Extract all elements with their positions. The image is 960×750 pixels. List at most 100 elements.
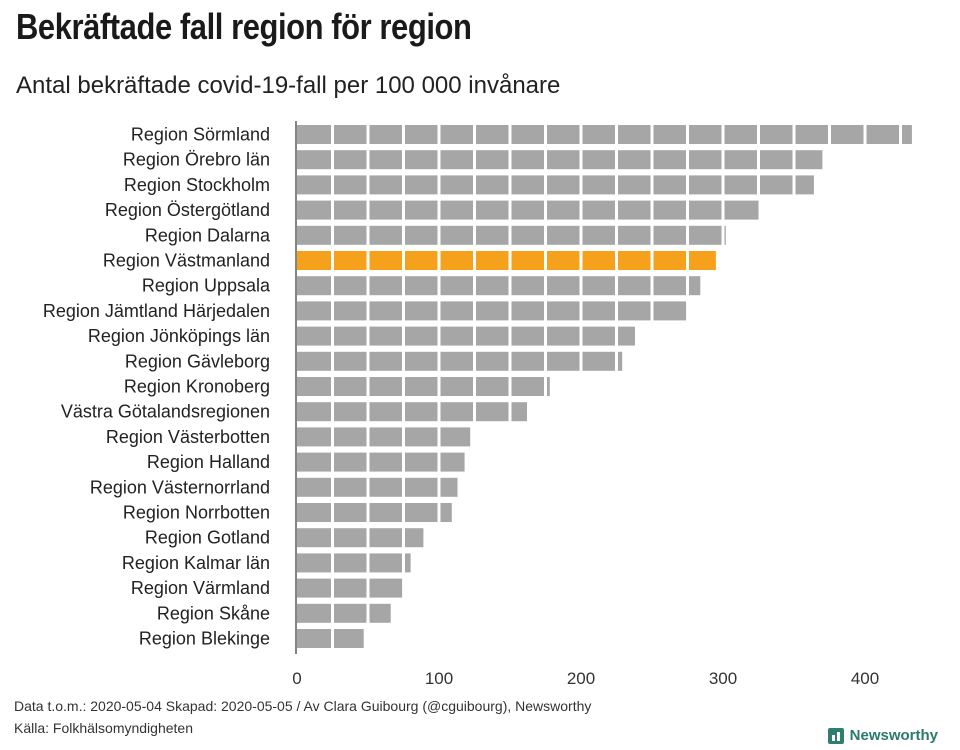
bar-segment: [689, 200, 722, 220]
bar-segment: [440, 402, 473, 422]
bar-segment: [369, 427, 402, 447]
bar-segment: [369, 503, 402, 522]
bar-segment: [369, 377, 402, 396]
category-label: Region Uppsala: [142, 276, 271, 296]
bar-segment: [547, 125, 580, 144]
bar-segment: [689, 150, 722, 170]
bar-segment: [511, 150, 544, 170]
x-tick-label: 100: [425, 669, 453, 688]
bar-segment: [405, 200, 438, 220]
bar-segment: [297, 402, 331, 422]
bar-segment: [547, 377, 550, 396]
bar-segment: [547, 150, 580, 170]
bar-20: [297, 629, 364, 648]
bar-segment: [297, 276, 331, 296]
bar-segment: [689, 225, 722, 245]
bar-segment: [653, 301, 687, 321]
bar-segment: [297, 200, 331, 220]
bar-segment: [476, 301, 509, 321]
bar-segment: [440, 377, 473, 396]
footer-source: Källa: Folkhälsomyndigheten: [14, 720, 193, 736]
bar-segment: [547, 200, 580, 220]
category-label: Region Västmanland: [103, 251, 270, 271]
bar-segment: [334, 477, 367, 497]
bar-segment: [440, 225, 473, 245]
bar-segment: [653, 225, 686, 245]
bar-segment: [653, 200, 686, 220]
bar-4: [297, 225, 726, 245]
bar-segment: [618, 175, 651, 195]
bar-segment: [369, 225, 402, 245]
category-label: Region Gotland: [145, 528, 270, 548]
bar-segment: [334, 351, 367, 371]
bar-segment: [334, 377, 367, 396]
newsworthy-logo[interactable]: Newsworthy: [827, 727, 938, 744]
x-tick-label: 400: [851, 669, 879, 688]
bar-segment: [795, 175, 814, 195]
bar-segment: [297, 553, 331, 573]
bar-segment: [369, 175, 402, 195]
bar-segment: [582, 276, 615, 296]
bar-16: [297, 528, 424, 548]
bar-segment: [618, 150, 651, 170]
category-label: Region Örebro län: [123, 150, 270, 170]
bar-11: [297, 402, 527, 422]
bar-segment: [297, 175, 331, 195]
bar-2: [297, 175, 814, 195]
bar-segment: [297, 452, 331, 472]
bar-segment: [369, 603, 391, 623]
category-label: Region Gävleborg: [125, 351, 270, 371]
bar-segment: [476, 251, 509, 270]
bar-segment: [405, 301, 438, 321]
category-label: Region Östergötland: [105, 200, 270, 220]
bar-segment: [653, 125, 686, 144]
bar-segment: [582, 225, 615, 245]
bar-segment: [582, 200, 615, 220]
footer-credits: Data t.o.m.: 2020-05-04 Skapad: 2020-05-…: [14, 698, 592, 714]
bar-segment: [795, 150, 823, 170]
bar-segment: [476, 225, 509, 245]
bar-18: [297, 578, 403, 598]
category-label: Region Skåne: [157, 603, 270, 623]
bar-segment: [582, 351, 615, 371]
bar-17: [297, 553, 411, 573]
bar-segment: [440, 301, 473, 321]
category-label: Region Kalmar län: [122, 553, 270, 573]
bar-segment: [689, 251, 716, 270]
bar-segment: [369, 301, 402, 321]
bar-segment: [440, 351, 473, 371]
bar-segment: [866, 125, 899, 144]
bar-segment: [511, 301, 544, 321]
bar-segment: [724, 200, 759, 220]
bar-segment: [297, 251, 331, 270]
bar-segment: [369, 452, 402, 472]
bar-segment: [334, 603, 367, 623]
bar-segment: [547, 276, 580, 296]
bar-segment: [334, 200, 367, 220]
bar-segment: [334, 301, 367, 321]
bar-segment: [334, 125, 367, 144]
bar-segment: [511, 276, 544, 296]
bar-segment: [653, 175, 686, 195]
brand-name: Newsworthy: [849, 727, 938, 744]
bar-segment: [334, 251, 367, 270]
bar-segment: [618, 200, 651, 220]
bar-segment: [369, 477, 402, 497]
category-label: Region Sörmland: [131, 125, 270, 145]
bar-segment: [618, 225, 651, 245]
bar-segment: [511, 225, 544, 245]
bar-segment: [297, 603, 331, 623]
bar-segment: [476, 125, 509, 144]
bar-segment: [582, 125, 615, 144]
bar-segment: [902, 125, 912, 144]
bar-segment: [405, 175, 438, 195]
bar-segment: [440, 276, 473, 296]
bar-segment: [511, 200, 544, 220]
bar-segment: [724, 125, 757, 144]
bar-segment: [405, 150, 438, 170]
bar-segment: [511, 377, 544, 396]
x-tick-label: 300: [709, 669, 737, 688]
bar-segment: [582, 251, 615, 270]
bar-chart: Region Sörmland Region Örebro län Region S…: [43, 121, 912, 688]
bar-0: [297, 125, 912, 144]
